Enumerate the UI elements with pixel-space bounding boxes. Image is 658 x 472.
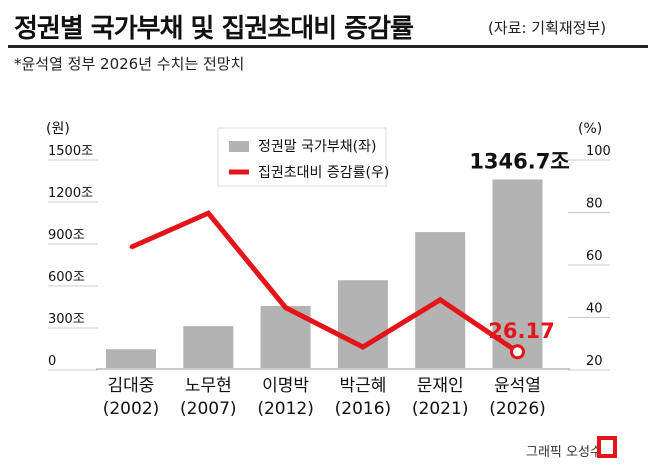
legend-swatch-bar (229, 141, 249, 152)
page-title: 정권별 국가부채 및 집권초대비 증감률 (14, 14, 414, 44)
line-point (206, 211, 210, 215)
x-tick-label-year: (2016) (335, 399, 392, 419)
line-point (438, 298, 442, 302)
line-growth-rate (129, 210, 519, 354)
right-axis-unit-label: (%) (578, 121, 602, 137)
left-tick-label: 300조 (48, 312, 85, 327)
right-tick-label: 80 (586, 197, 603, 212)
x-tick-label-year: (2002) (103, 399, 160, 419)
line-point (361, 345, 365, 349)
left-tick-label: 1200조 (48, 186, 93, 201)
legend-label-bar: 정권말 국가부채(좌) (258, 139, 376, 155)
right-tick-label: 60 (586, 249, 603, 264)
x-tick-label-year: (2026) (489, 399, 546, 419)
footnote: *윤석열 정부 2026년 수치는 전망치 (14, 55, 245, 73)
x-tick-label-year: (2012) (257, 399, 314, 419)
left-tick-label: 900조 (48, 228, 85, 243)
x-tick-label-year: (2021) (412, 399, 469, 419)
right-tick-label: 40 (586, 302, 603, 317)
x-tick-label-name: 문재인 (417, 376, 464, 396)
x-tick-label-name: 이명박 (262, 376, 309, 396)
legend-box (217, 127, 387, 187)
line-point-marker (510, 344, 525, 360)
bar-national-debt (106, 349, 156, 368)
left-axis-unit-label: (원) (46, 121, 70, 137)
line-point (284, 306, 288, 310)
title-divider (8, 45, 648, 48)
left-tick-label: 0 (48, 354, 56, 369)
left-tick-label: 600조 (48, 270, 85, 285)
data-label-debt: 1346.7조 (469, 149, 569, 173)
source-label: (자료: 기획재정부) (488, 19, 607, 37)
legend-label-line: 집권초대비 증감률(우) (258, 165, 389, 181)
bar-national-debt (337, 280, 388, 368)
line-point (129, 245, 133, 249)
x-tick-label-name: 김대중 (108, 376, 155, 396)
x-tick-label-year: (2007) (180, 399, 237, 419)
right-tick-label: 20 (586, 354, 603, 369)
x-tick-label-name: 노무현 (185, 376, 232, 396)
bar-national-debt (183, 326, 234, 368)
left-tick-label: 1500조 (48, 144, 93, 159)
right-tick-label: 100 (586, 144, 611, 159)
x-tick-label-name: 윤석열 (494, 376, 541, 396)
data-label-rate: 26.17 (488, 319, 554, 343)
publisher-logo-icon (597, 436, 617, 458)
bar-national-debt (492, 179, 543, 368)
x-tick-label-name: 박근혜 (339, 376, 386, 396)
graphic-credit: 그래픽 오성수 (526, 445, 602, 460)
